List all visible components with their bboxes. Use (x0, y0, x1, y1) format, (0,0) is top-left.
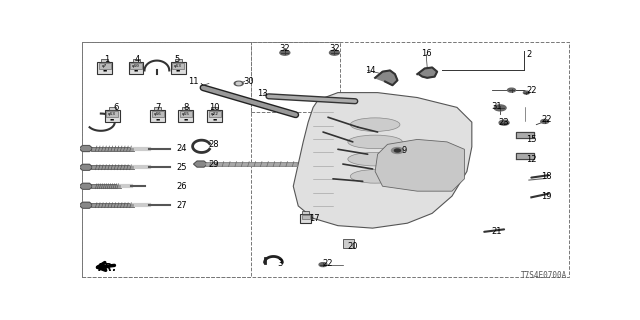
Polygon shape (79, 146, 93, 152)
Polygon shape (79, 164, 93, 170)
Text: φ15
▪▪: φ15 ▪▪ (182, 112, 189, 121)
Circle shape (392, 148, 403, 154)
Text: 13: 13 (257, 89, 268, 98)
Bar (302, 211, 309, 213)
Text: 5: 5 (174, 55, 179, 64)
Text: 27: 27 (177, 201, 188, 210)
Text: 32: 32 (280, 44, 290, 53)
Text: 3: 3 (277, 259, 283, 268)
Text: FR.: FR. (97, 262, 117, 273)
Text: 26: 26 (177, 182, 188, 191)
Text: φ22
▪▪: φ22 ▪▪ (211, 112, 219, 121)
Text: φ7
▪▪: φ7 ▪▪ (102, 64, 108, 73)
Polygon shape (417, 68, 437, 78)
Bar (180, 111, 191, 117)
Bar (106, 111, 118, 117)
Ellipse shape (350, 118, 400, 132)
Circle shape (524, 91, 529, 94)
Text: 22: 22 (527, 86, 537, 95)
Polygon shape (293, 92, 472, 228)
Polygon shape (193, 161, 207, 167)
Polygon shape (375, 140, 465, 191)
Bar (129, 61, 143, 74)
Text: 24: 24 (177, 144, 188, 153)
Polygon shape (516, 132, 534, 138)
Polygon shape (79, 202, 93, 208)
Bar (178, 110, 193, 123)
Text: 21: 21 (492, 227, 502, 236)
Text: φ13
▪▪: φ13 ▪▪ (174, 64, 182, 73)
Text: 25: 25 (177, 163, 188, 172)
Circle shape (319, 263, 327, 267)
Text: 30: 30 (244, 77, 254, 86)
Text: φ13
▪▪: φ13 ▪▪ (108, 112, 116, 121)
Circle shape (508, 88, 515, 92)
Bar (109, 107, 116, 110)
Circle shape (234, 81, 243, 86)
Text: 12: 12 (527, 155, 537, 164)
Text: 8: 8 (183, 103, 188, 112)
Bar (154, 107, 161, 110)
Bar (182, 107, 189, 110)
Text: 15: 15 (527, 135, 537, 144)
Text: 19: 19 (541, 192, 552, 201)
Text: 31: 31 (492, 102, 502, 111)
Text: 16: 16 (421, 49, 431, 58)
Bar (105, 110, 120, 123)
Text: 32: 32 (329, 44, 340, 53)
Bar (211, 107, 218, 110)
Bar (175, 59, 182, 61)
Text: 11: 11 (189, 77, 199, 86)
Circle shape (236, 82, 241, 85)
Bar (301, 214, 310, 219)
Text: 18: 18 (541, 172, 552, 181)
Ellipse shape (348, 135, 403, 149)
Text: 9: 9 (401, 146, 406, 155)
Circle shape (499, 120, 509, 125)
Polygon shape (516, 153, 534, 159)
Circle shape (394, 149, 401, 152)
Bar (130, 63, 142, 68)
Circle shape (330, 50, 339, 55)
Bar (171, 61, 186, 74)
Bar (83, 42, 251, 277)
Bar (172, 63, 184, 68)
Text: φ16
▪▪: φ16 ▪▪ (154, 112, 162, 121)
Text: 23: 23 (499, 118, 509, 127)
Bar (132, 59, 140, 61)
Circle shape (494, 105, 506, 111)
Bar (152, 111, 164, 117)
Bar (300, 213, 311, 223)
Bar (101, 59, 108, 61)
Bar (150, 110, 165, 123)
Polygon shape (375, 70, 397, 85)
Circle shape (280, 50, 290, 55)
Text: φ10
▪▪: φ10 ▪▪ (132, 64, 140, 73)
Bar (343, 239, 354, 248)
Text: 14: 14 (365, 66, 376, 75)
Ellipse shape (348, 152, 403, 166)
Bar (209, 111, 221, 117)
Polygon shape (79, 183, 93, 189)
Text: 6: 6 (113, 103, 118, 112)
Text: 1: 1 (104, 55, 109, 64)
Text: T7S4E0700A: T7S4E0700A (521, 271, 567, 280)
Bar (99, 63, 111, 68)
Text: 10: 10 (209, 103, 219, 112)
Bar (207, 110, 222, 123)
Bar (97, 61, 112, 74)
Text: 28: 28 (208, 140, 219, 149)
Text: 7: 7 (156, 103, 161, 112)
Text: 17: 17 (309, 214, 320, 223)
Text: 29: 29 (208, 160, 218, 169)
Circle shape (541, 119, 548, 124)
Text: 22: 22 (322, 259, 333, 268)
Bar (251, 42, 340, 112)
Text: 2: 2 (527, 50, 532, 59)
Text: 4: 4 (134, 55, 140, 64)
Text: 22: 22 (541, 115, 552, 124)
Text: 20: 20 (348, 242, 358, 251)
Ellipse shape (350, 170, 400, 183)
